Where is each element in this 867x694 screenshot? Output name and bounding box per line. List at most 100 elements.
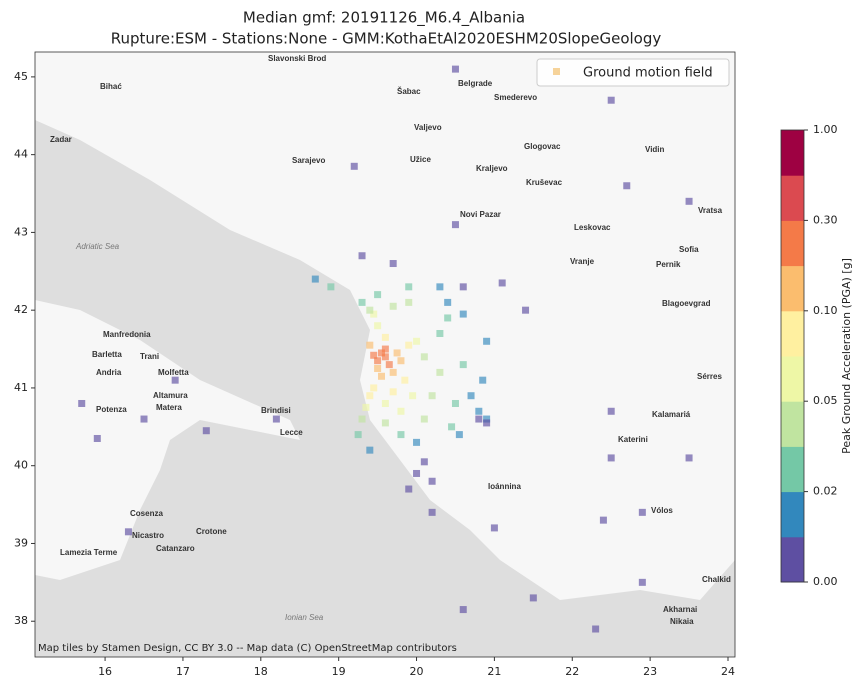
point [498, 279, 506, 287]
point [374, 291, 382, 299]
place: Sarajevo [292, 156, 325, 165]
point [93, 434, 101, 442]
point [459, 606, 467, 614]
point [405, 283, 413, 291]
point [490, 524, 498, 532]
y-tick-label: 41 [14, 381, 28, 394]
point [350, 162, 358, 170]
point [405, 341, 413, 349]
point [370, 384, 378, 392]
point [381, 333, 389, 341]
chart-title: Median gmf: 20191126_M6.4_Albania [243, 9, 525, 28]
colorbar: 0.00 0.02 0.05 0.10 0.30 1.00 [780, 123, 838, 588]
place: Leskovac [574, 223, 611, 232]
attribution: Map tiles by Stamen Design, CC BY 3.0 --… [38, 643, 457, 654]
point [358, 298, 366, 306]
point [385, 361, 393, 369]
point [483, 415, 491, 423]
point [389, 388, 397, 396]
place: Valjevo [414, 123, 442, 132]
place: Vratsa [698, 206, 723, 215]
place: Potenza [96, 405, 127, 414]
map: Belgrade Sofia Sarajevo Zadar Bihać Slav… [35, 52, 735, 657]
place: Katerini [618, 435, 648, 444]
place: Lecce [280, 428, 303, 437]
sea-label: Adriatic Sea [75, 242, 120, 251]
point [374, 322, 382, 330]
point [483, 419, 491, 427]
point [377, 349, 385, 357]
place: Belgrade [458, 79, 493, 88]
y-tick-label: 42 [14, 303, 28, 316]
point [140, 415, 148, 423]
places: Belgrade Sofia Sarajevo Zadar Bihać Slav… [50, 54, 731, 626]
point [413, 469, 421, 477]
place: Kalamariá [652, 410, 691, 419]
point [366, 392, 374, 400]
colorbar-band [781, 446, 804, 493]
colorbar-band [781, 310, 804, 357]
point [405, 485, 413, 493]
place: Barletta [92, 350, 122, 359]
place: Blagoevgrad [662, 299, 711, 308]
colorbar-tick-label: 0.30 [813, 213, 838, 226]
colorbar-tick-label: 0.05 [813, 394, 838, 407]
x-tick-label: 23 [643, 665, 657, 678]
y-tick-label: 38 [14, 614, 28, 627]
point [592, 625, 600, 633]
point [397, 357, 405, 365]
point [381, 399, 389, 407]
x-tick-label: 19 [332, 665, 346, 678]
point [389, 260, 397, 268]
point [428, 508, 436, 516]
colorbar-tick-label: 0.00 [813, 575, 838, 588]
x-tick-label: 22 [565, 665, 579, 678]
place: Smederevo [494, 93, 537, 102]
colorbar-band [781, 265, 804, 312]
point [420, 353, 428, 361]
point [124, 528, 132, 536]
colorbar-tick-label: 0.10 [813, 304, 838, 317]
colorbar-band [781, 175, 804, 221]
point [370, 310, 378, 318]
point [358, 415, 366, 423]
x-tick-label: 17 [176, 665, 190, 678]
point [483, 337, 491, 345]
y-tick-label: 45 [14, 70, 28, 83]
point [374, 357, 382, 365]
point [475, 407, 483, 415]
point [78, 399, 86, 407]
point [202, 427, 210, 435]
point [607, 96, 615, 104]
place: Manfredonia [103, 330, 151, 339]
point [377, 372, 385, 380]
point [389, 368, 397, 376]
place: Akharnai [663, 605, 697, 614]
point [358, 252, 366, 260]
colorbar-label: Peak Ground Acceleration (PGA) [g] [840, 258, 853, 454]
point [444, 314, 452, 322]
legend-box [536, 58, 730, 87]
place: Vólos [651, 506, 673, 515]
point [599, 516, 607, 524]
place: Pernik [656, 260, 681, 269]
place: Zadar [50, 135, 72, 144]
colorbar-band [781, 401, 804, 447]
colorbar-frame [780, 129, 805, 583]
point [459, 310, 467, 318]
point [623, 182, 631, 190]
point [448, 423, 456, 431]
point [455, 431, 463, 439]
point [428, 477, 436, 485]
point [436, 330, 444, 338]
colorbar-band [781, 491, 804, 538]
place: Šabac [397, 87, 421, 96]
point [428, 392, 436, 400]
italy [35, 300, 300, 580]
point [397, 431, 405, 439]
place: Slavonski Brod [268, 54, 326, 63]
colorbar-tick-label: 1.00 [813, 123, 838, 136]
place: Vranje [570, 257, 595, 266]
point [479, 376, 487, 384]
